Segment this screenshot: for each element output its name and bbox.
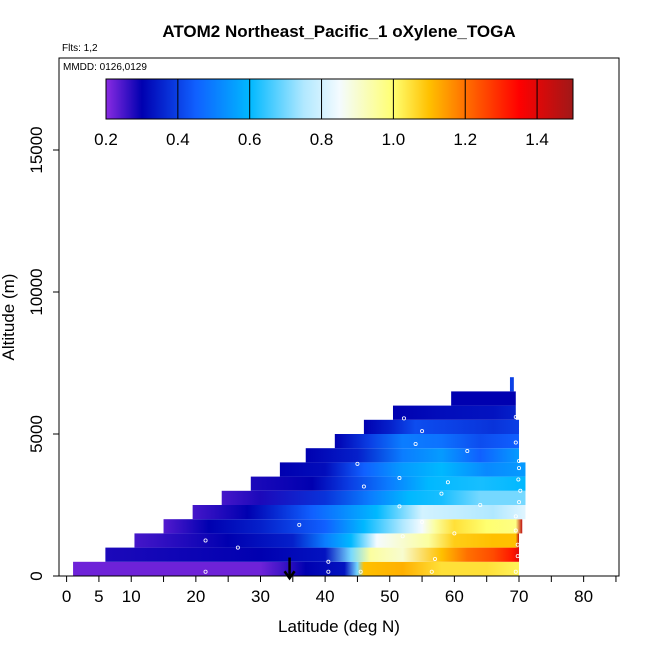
- altitude-band: [250, 476, 526, 491]
- sample-point: [513, 414, 518, 419]
- sample-points: [67, 414, 525, 574]
- sample-point: [513, 514, 518, 519]
- colorbar-ticks: 0.2 0.4 0.6 0.8 1.0 1.2 1.4: [94, 79, 549, 149]
- altitude-band: [134, 533, 520, 548]
- colorbar-tick-label: 1.4: [525, 130, 549, 149]
- y-tick-label: 15000: [27, 126, 46, 173]
- mmdd-label: MMDD: 0126,0129: [63, 62, 147, 73]
- altitude-band: [305, 448, 520, 463]
- colorbar-tick-label: 0.4: [166, 130, 190, 149]
- colorbar-tick-label: 0.2: [94, 130, 118, 149]
- sample-point: [452, 531, 457, 536]
- colorbar: 0.2 0.4 0.6 0.8 1.0 1.2 1.4: [94, 78, 574, 149]
- sample-point: [413, 441, 418, 446]
- sample-point: [397, 476, 402, 481]
- sample-point: [517, 466, 522, 471]
- y-tick-label: 10000: [27, 268, 46, 315]
- x-axis-label: Latitude (deg N): [278, 617, 400, 636]
- sample-point: [513, 440, 518, 445]
- colorbar-tick-label: 1.2: [453, 130, 477, 149]
- sample-point: [203, 569, 208, 574]
- sample-point: [400, 534, 405, 539]
- altitude-band: [192, 505, 526, 520]
- altitude-band: [334, 434, 520, 449]
- marker-arrowhead: [283, 570, 296, 581]
- colorbar-tick-label: 0.6: [238, 130, 262, 149]
- sample-point: [67, 569, 72, 574]
- altitude-band: [221, 490, 526, 505]
- x-tick-label: 70: [510, 587, 529, 606]
- sample-point: [203, 538, 208, 543]
- sample-point: [420, 520, 425, 525]
- sample-point: [361, 484, 366, 489]
- y-tick-label: 0: [27, 571, 46, 580]
- x-tick-label: 5: [94, 587, 103, 606]
- x-tick-label: 10: [122, 587, 141, 606]
- plot-frame: [58, 57, 620, 577]
- colorbar-tick-label: 0.8: [310, 130, 334, 149]
- sample-point: [439, 491, 444, 496]
- x-axis: 0 5 10 20 30 40 50 60 70 80: [62, 576, 617, 606]
- altitude-band: [392, 405, 516, 420]
- x-tick-label: 80: [574, 587, 593, 606]
- sample-point: [355, 461, 360, 466]
- sample-point: [465, 449, 470, 454]
- sample-point: [517, 458, 522, 463]
- x-tick-label: 60: [445, 587, 464, 606]
- x-tick-label: 50: [380, 587, 399, 606]
- y-axis-label: Altitude (m): [0, 274, 18, 361]
- colorbar-tick-label: 1.0: [382, 130, 406, 149]
- sample-point: [429, 569, 434, 574]
- altitude-band: [451, 391, 516, 406]
- altitude-band: [163, 519, 523, 534]
- altitude-band: [105, 547, 520, 562]
- sample-point: [397, 504, 402, 509]
- colorbar-scale: [105, 78, 574, 120]
- y-tick-label: 5000: [27, 415, 46, 453]
- sample-point: [513, 528, 518, 533]
- altitude-band: [279, 462, 526, 477]
- heatmap-layers: [73, 377, 526, 576]
- x-tick-label: 0: [62, 587, 71, 606]
- sample-point: [515, 542, 520, 547]
- y-axis: 0 5000 10000 15000: [27, 126, 59, 581]
- sample-point: [432, 556, 437, 561]
- latitude-marker: [283, 557, 296, 581]
- sample-point: [420, 429, 425, 434]
- sample-point: [517, 500, 522, 505]
- sample-point: [326, 569, 331, 574]
- chart-title: ATOM2 Northeast_Pacific_1 oXylene_TOGA: [162, 22, 515, 41]
- x-tick-label: 30: [251, 587, 270, 606]
- altitude-band: [363, 419, 520, 434]
- sample-point: [235, 545, 240, 550]
- sample-point: [518, 488, 523, 493]
- sample-point: [516, 477, 521, 482]
- sample-point: [520, 446, 525, 451]
- sample-point: [358, 569, 363, 574]
- sample-point: [297, 522, 302, 527]
- flights-label: Flts: 1,2: [62, 43, 98, 54]
- sample-point: [518, 426, 523, 431]
- sample-point: [401, 416, 406, 421]
- x-tick-label: 40: [316, 587, 335, 606]
- altitude-band: [73, 561, 520, 576]
- sample-point: [445, 480, 450, 485]
- x-tick-label: 20: [186, 587, 205, 606]
- sample-point: [326, 559, 331, 564]
- sample-point: [513, 569, 518, 574]
- altitude-band: [509, 377, 514, 392]
- sample-point: [515, 554, 520, 559]
- sample-point: [478, 502, 483, 507]
